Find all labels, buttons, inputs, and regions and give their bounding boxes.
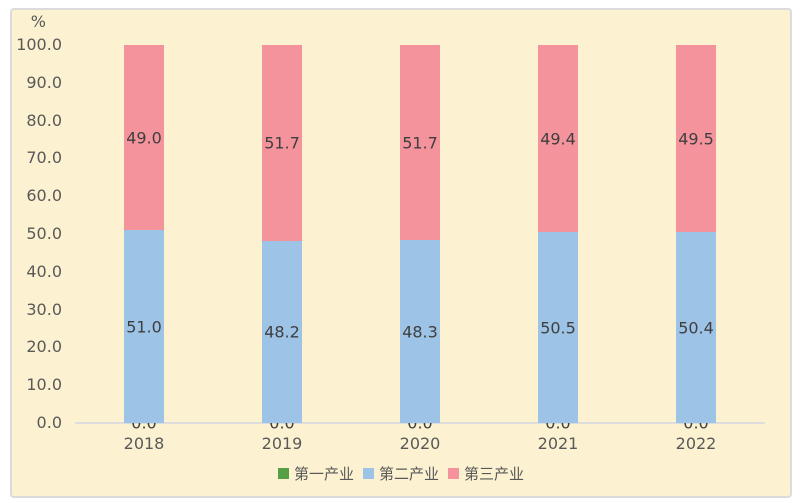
legend-label: 第三产业: [464, 465, 525, 483]
y-axis-tick-label: 30.0: [26, 299, 62, 319]
y-axis-tick-label: 10.0: [26, 375, 62, 395]
data-label-第二产业-2022: 50.4: [678, 318, 714, 338]
legend-swatch-icon: [277, 468, 289, 479]
bar-segment-第三产业-2018: [124, 45, 164, 231]
bar-segment-第二产业-2020: [400, 240, 440, 423]
x-axis-line: [75, 422, 765, 424]
x-axis-tick-label-2022: 2022: [675, 434, 717, 453]
bar-segment-第三产业-2022: [676, 45, 716, 233]
bar-segment-第二产业-2022: [676, 232, 716, 423]
y-axis-tick-label: 50.0: [26, 224, 62, 243]
legend-item-第一产业: 第一产业: [277, 463, 354, 484]
data-label-第三产业-2021: 49.4: [540, 129, 576, 149]
legend-item-第二产业: 第二产业: [362, 463, 439, 484]
bar-segment-第二产业-2021: [538, 232, 578, 423]
chart-legend: 第一产业 第二产业 第三产业: [12, 463, 790, 484]
y-axis-tick-label: 80.0: [26, 110, 62, 130]
y-axis-tick-label: 40.0: [26, 261, 62, 281]
bar-segment-第三产业-2019: [262, 45, 302, 241]
data-label-第二产业-2019: 48.2: [264, 322, 300, 342]
data-label-第二产业-2018: 51.0: [126, 317, 162, 337]
y-axis-tick-label: 20.0: [26, 337, 62, 357]
legend-label: 第二产业: [378, 465, 439, 483]
x-axis-tick-label-2018: 2018: [123, 434, 165, 453]
legend-swatch-icon: [448, 468, 459, 479]
y-axis-tick-label: 0.0: [36, 413, 62, 432]
bar-segment-第三产业-2021: [538, 45, 578, 233]
y-axis-tick-label: 100.0: [16, 35, 62, 54]
x-axis-tick-label-2021: 2021: [537, 434, 579, 453]
bar-segment-第二产业-2018: [124, 230, 164, 423]
x-axis-tick-label-2019: 2019: [261, 434, 303, 453]
data-label-第三产业-2020: 51.7: [402, 133, 438, 153]
y-axis-unit-label: %: [30, 12, 46, 31]
legend-item-第三产业: 第三产业: [448, 463, 524, 484]
data-label-第二产业-2020: 48.3: [402, 322, 438, 342]
y-axis-tick-label: 70.0: [26, 148, 62, 168]
x-axis-tick-label-2020: 2020: [399, 434, 441, 453]
y-axis-tick-label: 90.0: [26, 72, 62, 92]
data-label-第三产业-2022: 49.5: [678, 129, 714, 149]
y-axis-tick-label: 60.0: [26, 186, 62, 206]
legend-swatch-icon: [362, 468, 374, 479]
chart-panel: % 0.0 10.0 20.0 30.0 40.0 50.0 60.0 70.0 80.0 90.…: [10, 8, 792, 498]
legend-label: 第一产业: [293, 465, 354, 483]
bar-segment-第三产业-2020: [400, 45, 440, 241]
data-label-第二产业-2021: 50.5: [540, 318, 576, 338]
bar-segment-第二产业-2019: [262, 240, 302, 423]
data-label-第三产业-2018: 49.0: [126, 128, 162, 148]
data-label-第三产业-2019: 51.7: [264, 133, 300, 153]
